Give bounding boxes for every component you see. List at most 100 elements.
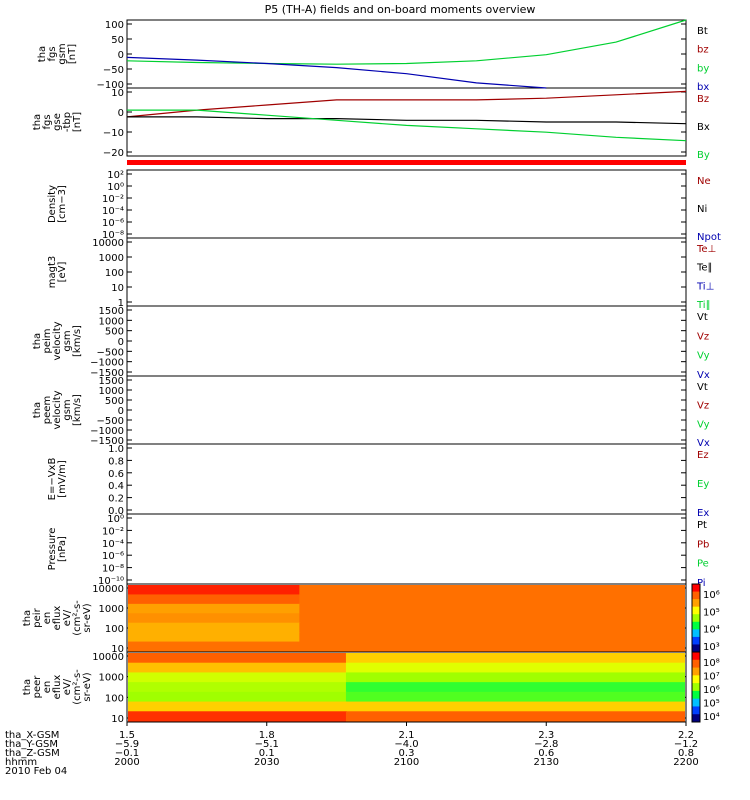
legend-item: Vz [697,331,709,342]
legend-item: Vt [697,312,708,323]
spectro-cell [299,613,685,624]
xaxis-row-label: tha_Z-GSM [5,748,60,759]
ylabel-line: tha [22,610,33,626]
ytick-label: 10000 [92,652,124,663]
ytick-label: 1 [118,298,124,309]
colorbar-step [692,667,700,676]
ylabel-line: tha [22,679,33,695]
colorbar-step [692,714,700,723]
ylabel-line: peem [42,396,53,424]
ytick-label: 1.0 [108,444,124,455]
ylabel-line: Pressure [47,528,58,571]
ylabel-line: gsm [62,330,73,351]
xaxis-row-label: 2010 Feb 04 [5,766,67,777]
spectro-cell [128,662,347,673]
ytick-label: −10 [103,128,124,139]
ylabel-line: tha [37,46,48,62]
xaxis-value: 2000 [114,757,139,768]
colorbar: 10⁸ 10⁷ 10⁶ 10⁵ 10⁴ [691,651,720,723]
ytick-label: 0 [118,337,124,348]
ylabel-line: (cm²-s- [72,669,83,705]
xaxis-value: −0.1 [115,748,139,759]
legend-item: Pb [697,539,709,550]
ytick-label: −500 [97,347,124,358]
legend-item: Ez [697,450,709,461]
ylabel-line: eV/ [62,678,73,695]
ytick-label: 10⁻⁸ [102,230,124,241]
spectro-cell [345,682,685,693]
panel-frame [126,375,687,445]
ytick-label: 1000 [99,253,124,264]
ytick-label: 0.2 [108,494,124,505]
spectro-cell [345,691,685,703]
legend-item: Vy [697,419,710,430]
legend-item: Vz [697,401,709,412]
spectro-cell [128,594,301,605]
ylabel-line: tha [32,333,43,349]
ylabel-line: [mV/m] [57,460,68,498]
ytick-label: 100 [105,20,124,31]
ytick-label: 1500 [99,376,124,387]
legend-item: Te⊥ [696,244,716,255]
ytick-label: 10⁻⁴ [102,206,124,217]
spectro-cell [299,594,685,605]
legend-item: By [697,150,710,161]
ytick-label: 10⁻⁸ [102,564,124,575]
ylabel-line: eflux [52,675,63,700]
spectro-cell [128,641,301,652]
ytick-label: 10 [111,644,124,655]
ylabel-line: -tbp [62,112,73,132]
panel-fgs-gsm: 100 50 0 −50 −100 tha fgs gsm [nT] Bt bz by bx [37,19,709,93]
xaxis-value: 2.3 [538,730,554,741]
ylabel-line: eV/ [62,609,73,626]
legend-item: Bz [697,94,709,105]
colorbar-tick: 10⁴ [703,712,720,723]
spectro-cell [128,711,347,722]
panel-fgs-gse: 10 0 −10 −20 tha fgs gse -tbp [nT] Bz Bx By [32,87,710,161]
ytick-label: 0 [118,406,124,417]
xaxis-value: 2100 [394,757,419,768]
spectro-cell [345,701,685,712]
spectro-cell [128,632,301,643]
spectro-cell [299,641,685,652]
colorbar-step [692,675,700,684]
legend-item: Vx [697,370,710,381]
colorbar-tick: 10⁶ [703,590,720,601]
legend-item: Pi [697,578,706,589]
ylabel-line: fgs [42,114,53,129]
ylabel-line: velocity [52,390,63,429]
ylabel-line: peim [42,328,53,353]
legend-item: Pe [697,559,709,570]
ylabel-line: Density [47,185,58,223]
ylabel-line: en [42,681,53,694]
spectro-cell [345,662,685,673]
ylabel-line: [nT] [67,44,78,64]
ytick-label: 10000 [92,238,124,249]
colorbar-step [692,706,700,715]
legend-item: Ne [697,176,711,187]
colorbar-step [692,591,700,600]
colorbar-tick: 10⁶ [703,685,720,696]
figure-title: P5 (TH-A) fields and on-board moments ov… [265,3,536,16]
ytick-label: 10000 [92,584,124,595]
ytick-label: −100 [97,80,124,91]
spectro-cell [128,622,301,633]
colorbar-tick: 10⁸ [703,658,720,669]
series-line-Bz [126,90,687,118]
spectro-cell [345,711,685,722]
xaxis-row-label: tha_X-GSM [5,730,59,741]
legend-item: Bx [697,122,710,133]
ytick-label: 0.6 [108,469,124,480]
legend-item: Pt [697,520,707,531]
panel-frame [126,87,687,157]
legend-item: bz [697,45,709,56]
xaxis-value: −5.9 [115,739,139,750]
ylabel-line: gsm [57,43,68,64]
ytick-label: 500 [105,396,124,407]
xaxis-value: 1.8 [259,730,275,741]
ytick-label: −1500 [90,436,124,447]
colorbar-tick: 10⁵ [703,699,720,710]
